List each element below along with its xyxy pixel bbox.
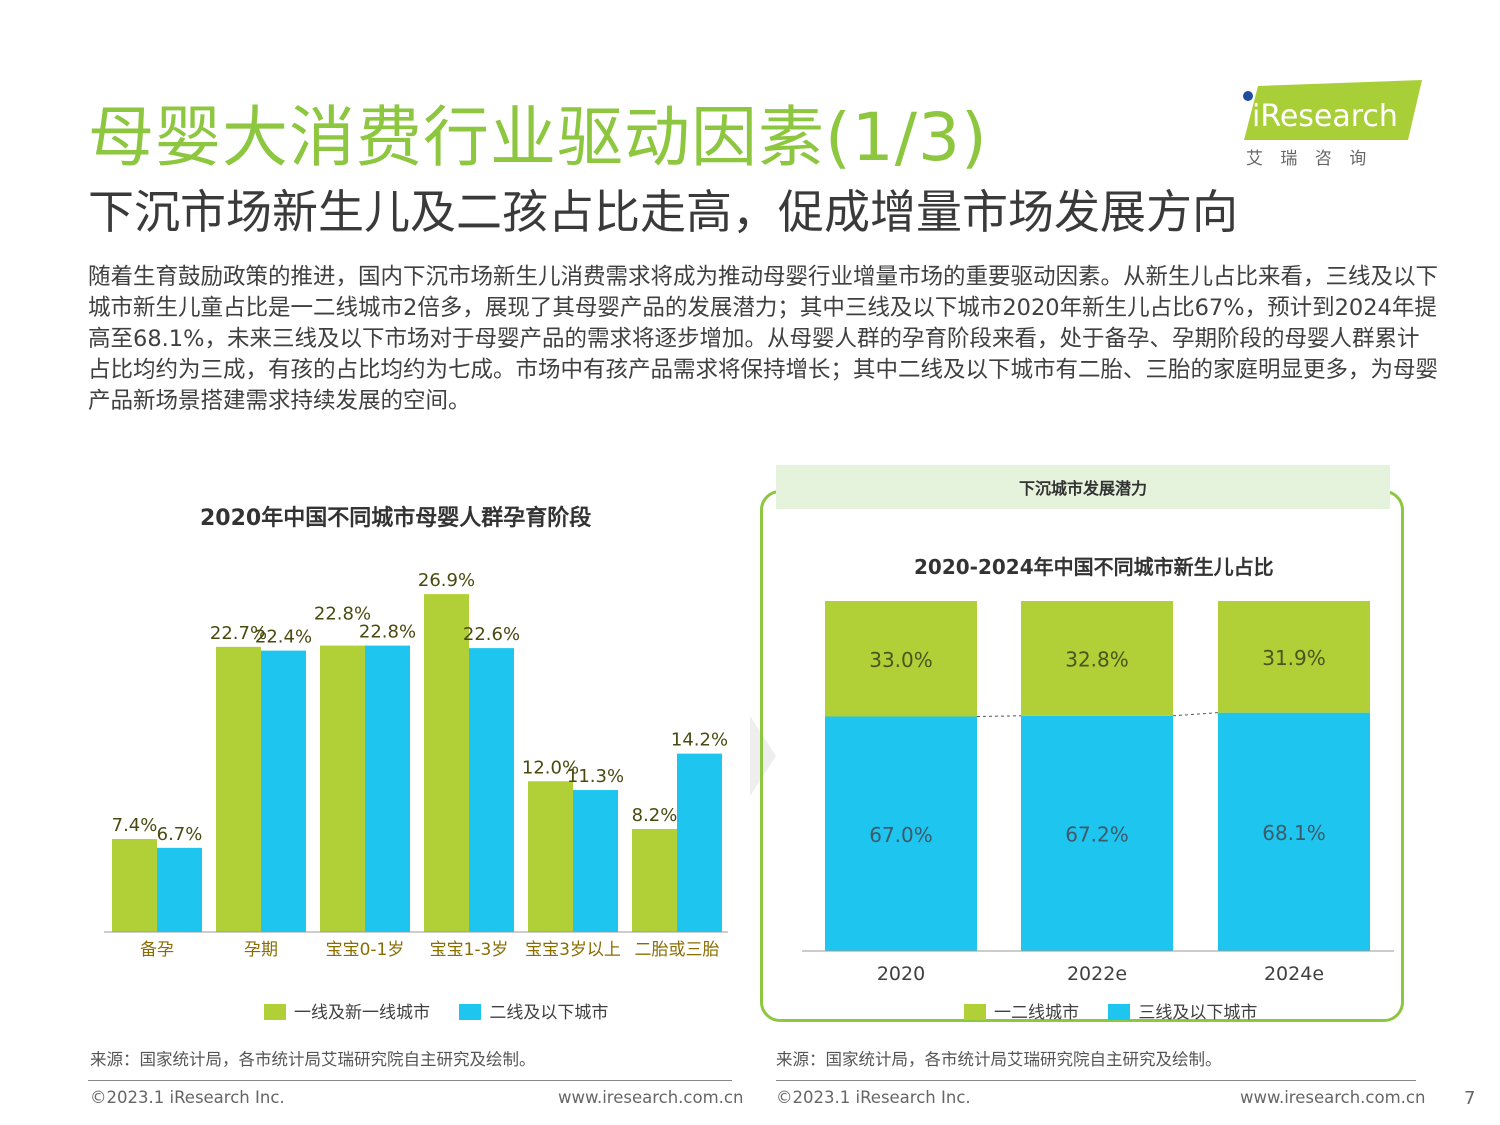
bar-2-1: [365, 645, 410, 932]
bar-1-0: [216, 646, 261, 932]
bar-0-1: [157, 847, 202, 932]
x-tick-label-1: 2022e: [1067, 963, 1127, 985]
page-subtitle: 下沉市场新生儿及二孩占比走高，促成增量市场发展方向: [88, 185, 1238, 239]
left-chart-title: 2020年中国不同城市母婴人群孕育阶段: [200, 506, 592, 531]
right-website: www.iresearch.com.cn: [1240, 1088, 1426, 1107]
legend-item-tier2: 二线及以下城市: [459, 1003, 608, 1023]
stack-upper-1: [1021, 601, 1173, 716]
transition-arrow-icon: [750, 716, 776, 796]
connector-line-1: [1172, 712, 1219, 717]
page-number: 7: [1464, 1088, 1476, 1109]
connector-line-0: [976, 715, 1022, 717]
x-tick-label-2: 2024e: [1264, 963, 1324, 985]
stack-lower-label-2: 68.1%: [1262, 821, 1326, 845]
body-paragraph: 随着生育鼓励政策的推进，国内下沉市场新生儿消费需求将成为推动母婴行业增量市场的重…: [88, 264, 1439, 414]
category-label-3: 宝宝1-3岁: [430, 940, 509, 960]
right-copyright: ©2023.1 iResearch Inc.: [776, 1088, 971, 1107]
bar-2-0: [320, 645, 365, 932]
right-chart-title: 2020-2024年中国不同城市新生儿占比: [914, 555, 1274, 579]
iresearch-logo: iResearch 艾 瑞 咨 询: [1243, 80, 1422, 169]
bar-label-3-1: 22.6%: [463, 624, 520, 645]
stack-upper-0: [825, 601, 977, 717]
bar-label-0-1: 6.7%: [157, 824, 203, 845]
bar-label-4-0: 12.0%: [522, 757, 579, 778]
legend-label-tier12: 一二线城市: [994, 1003, 1079, 1023]
legend-item-tier12: 一二线城市: [964, 1003, 1079, 1023]
left-website: www.iresearch.com.cn: [558, 1088, 744, 1107]
left-bar-chart: 7.4% 6.7% 备孕 22.7%22.4% 孕期 22.8%22.8% 宝宝0-1岁 26…: [104, 570, 728, 960]
legend-label-tier1: 一线及新一线城市: [294, 1003, 430, 1023]
panel-header: 下沉城市发展潜力: [776, 465, 1390, 509]
left-chart-legend: 一线及新一线城市 二线及以下城市: [264, 998, 632, 1023]
legend-label-tier2: 二线及以下城市: [489, 1003, 609, 1023]
legend-item-tier3: 三线及以下城市: [1108, 1003, 1257, 1023]
logo-cn: 艾 瑞 咨 询: [1246, 149, 1372, 169]
category-label-0: 备孕: [140, 940, 174, 960]
right-source-note: 来源：国家统计局，各市统计局艾瑞研究院自主研究及绘制。: [776, 1050, 1222, 1069]
legend-item-tier1: 一线及新一线城市: [264, 1003, 430, 1023]
stack-upper-2: [1218, 601, 1370, 713]
bar-label-5-1: 14.2%: [671, 730, 728, 751]
bar-5-0: [632, 828, 677, 932]
bar-label-0-0: 7.4%: [112, 815, 158, 836]
stack-lower-label-1: 67.2%: [1065, 822, 1129, 846]
stack-lower-1: [1021, 715, 1173, 951]
bar-5-1: [677, 753, 722, 932]
bar-label-2-0: 22.8%: [314, 604, 371, 625]
category-label-5: 二胎或三胎: [635, 940, 720, 960]
bar-4-1: [573, 790, 618, 932]
stack-lower-2: [1218, 712, 1370, 951]
bar-label-3-0: 26.9%: [418, 570, 475, 591]
page-title: 母婴大消费行业驱动因素(1/3): [88, 99, 988, 176]
bar-0-0: [112, 839, 157, 932]
left-copyright: ©2023.1 iResearch Inc.: [90, 1088, 285, 1107]
bar-1-1: [261, 650, 306, 932]
stack-upper-label-2: 31.9%: [1262, 646, 1326, 670]
legend-label-tier3: 三线及以下城市: [1138, 1003, 1258, 1023]
bar-label-2-1: 22.8%: [359, 622, 416, 643]
logo-text: iResearch: [1252, 99, 1398, 134]
category-label-4: 宝宝3岁以上: [525, 940, 621, 960]
x-tick-label-0: 2020: [877, 963, 925, 985]
bar-3-1: [469, 648, 514, 932]
stack-lower-label-0: 67.0%: [869, 823, 933, 847]
category-label-1: 孕期: [244, 940, 278, 960]
bar-label-4-1: 11.3%: [567, 766, 624, 787]
bar-3-0: [424, 594, 469, 932]
category-label-2: 宝宝0-1岁: [326, 940, 405, 960]
stack-lower-0: [825, 716, 977, 951]
right-chart-legend: 一二线城市 三线及以下城市: [964, 998, 1281, 1023]
bar-4-0: [528, 781, 573, 932]
right-stacked-chart: 67.0% 33.0% 2020 67.2% 32.8% 2022e 68.1% 31.9% 2…: [802, 601, 1394, 985]
bar-label-5-0: 8.2%: [632, 805, 678, 826]
bar-label-1-0: 22.7%: [210, 623, 267, 644]
stack-upper-label-1: 32.8%: [1065, 647, 1129, 671]
right-footer-divider: [776, 1080, 1416, 1081]
left-footer-divider: [88, 1080, 732, 1081]
bar-label-1-1: 22.4%: [255, 627, 312, 648]
stack-upper-label-0: 33.0%: [869, 648, 933, 672]
left-source-note: 来源：国家统计局，各市统计局艾瑞研究院自主研究及绘制。: [90, 1050, 536, 1069]
